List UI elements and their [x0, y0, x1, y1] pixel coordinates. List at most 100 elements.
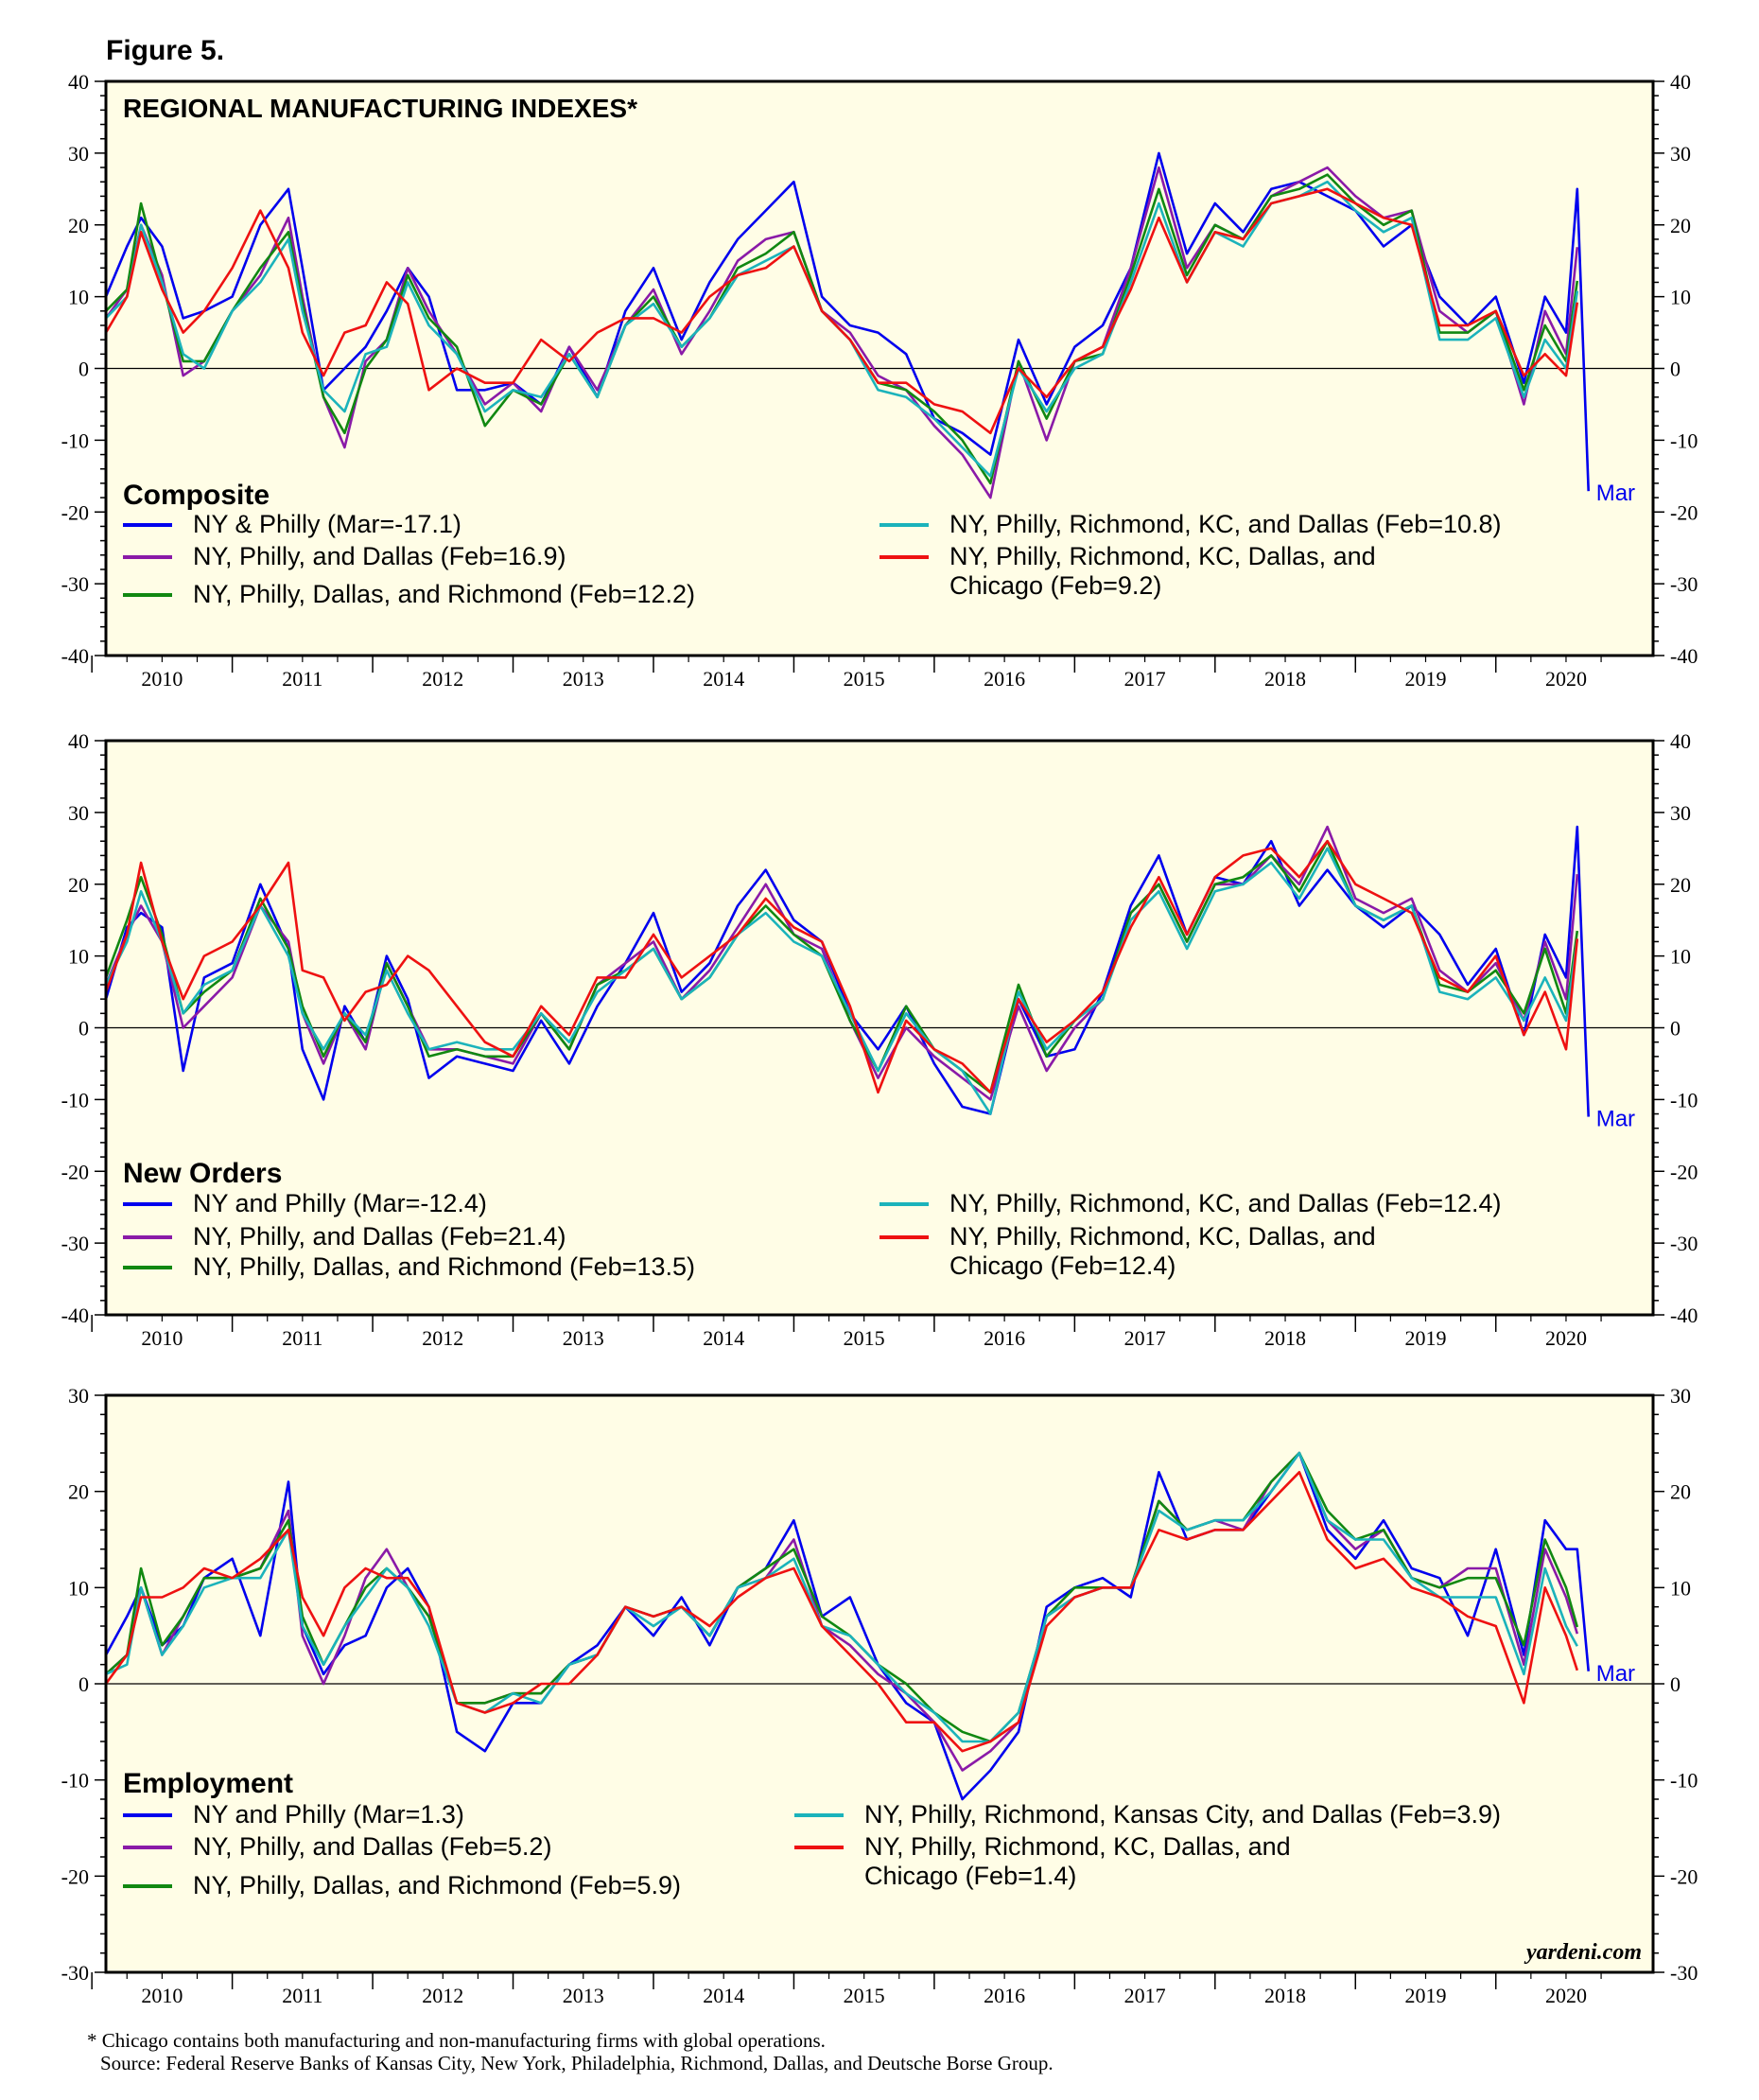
- x-tick-label: 2014: [703, 1326, 744, 1350]
- legend-label: NY, Philly, Dallas, and Richmond (Feb=13…: [193, 1252, 695, 1281]
- y-tick-label-right: -10: [1670, 429, 1698, 452]
- y-tick-label-right: -40: [1670, 1304, 1698, 1327]
- y-tick-label-right: -20: [1670, 1864, 1698, 1888]
- x-tick-label: 2020: [1545, 667, 1587, 691]
- x-tick-label: 2019: [1404, 1326, 1446, 1350]
- y-tick-label-right: 20: [1670, 214, 1691, 237]
- series-line-ny-philly-richmond-kc-and-dallas-feb-12-4: [104, 847, 1579, 1115]
- y-tick-label-right: -20: [1670, 500, 1698, 524]
- legend-label: NY, Philly, Richmond, KC, Dallas, and: [949, 1222, 1376, 1251]
- x-tick-label: 2016: [984, 667, 1025, 691]
- x-tick-label: 2017: [1124, 1326, 1166, 1350]
- y-tick-label-left: -40: [61, 1304, 89, 1327]
- y-tick-label-left: -20: [61, 500, 89, 524]
- legend-label: Chicago (Feb=9.2): [949, 571, 1161, 600]
- y-tick-label-left: 30: [68, 1384, 89, 1408]
- panel-title: New Orders: [123, 1158, 282, 1189]
- x-tick-label: 2012: [422, 667, 463, 691]
- source-note: Source: Federal Reserve Banks of Kansas …: [100, 2052, 1054, 2074]
- y-tick-label-right: 10: [1670, 945, 1691, 969]
- x-tick-label: 2013: [563, 1326, 604, 1350]
- y-tick-label-left: -10: [61, 429, 89, 452]
- main-title: REGIONAL MANUFACTURING INDEXES*: [123, 94, 637, 123]
- end-label: Mar: [1596, 1107, 1635, 1132]
- legend-label: NY and Philly (Mar=1.3): [193, 1800, 464, 1829]
- y-tick-label-left: 0: [78, 1672, 89, 1696]
- y-tick-label-right: 40: [1670, 729, 1691, 753]
- legend-label: NY, Philly, and Dallas (Feb=16.9): [193, 542, 566, 570]
- y-tick-label-right: 40: [1670, 70, 1691, 94]
- series-line-ny-philly-richmond-kc-dallas-and-chicago-feb-9-2: [104, 187, 1579, 435]
- footer: * Chicago contains both manufacturing an…: [87, 2029, 1054, 2074]
- x-tick-label: 2012: [422, 1326, 463, 1350]
- legend-label: NY & Philly (Mar=-17.1): [193, 510, 462, 538]
- x-tick-label: 2018: [1264, 667, 1306, 691]
- y-tick-label-right: -30: [1670, 572, 1698, 596]
- y-tick-label-left: -10: [61, 1088, 89, 1111]
- y-tick-label-right: 10: [1670, 1576, 1691, 1600]
- y-tick-label-right: -10: [1670, 1769, 1698, 1793]
- y-tick-label-left: -20: [61, 1864, 89, 1888]
- x-tick-label: 2013: [563, 1984, 604, 2007]
- y-tick-label-right: -10: [1670, 1088, 1698, 1111]
- x-tick-label: 2020: [1545, 1326, 1587, 1350]
- y-tick-label-right: 0: [1670, 358, 1681, 381]
- y-tick-label-left: 40: [68, 70, 89, 94]
- x-tick-label: 2011: [282, 667, 322, 691]
- x-tick-label: 2012: [422, 1984, 463, 2007]
- y-tick-label-left: 20: [68, 214, 89, 237]
- figure-title: Figure 5.: [106, 35, 224, 66]
- series-line-ny-philly-dallas-and-richmond-feb-5-9: [105, 1451, 1579, 1743]
- y-tick-label-left: -30: [61, 1961, 89, 1985]
- x-tick-label: 2015: [844, 1326, 885, 1350]
- x-tick-label: 2011: [282, 1984, 322, 2007]
- y-tick-label-right: 30: [1670, 801, 1691, 825]
- y-tick-label-right: -20: [1670, 1160, 1698, 1183]
- y-tick-label-right: -40: [1670, 644, 1698, 668]
- legend-label: NY, Philly, and Dallas (Feb=21.4): [193, 1222, 566, 1251]
- y-tick-label-left: 0: [78, 358, 89, 381]
- plot-frame: [104, 1393, 1655, 1974]
- y-tick-label-left: 40: [68, 729, 89, 753]
- y-tick-label-left: 10: [68, 286, 89, 309]
- legend-label: NY, Philly, Dallas, and Richmond (Feb=5.…: [193, 1871, 681, 1899]
- y-tick-label-left: -10: [61, 1769, 89, 1793]
- legend-label: Chicago (Feb=12.4): [949, 1251, 1176, 1280]
- y-tick-label-right: 30: [1670, 142, 1691, 166]
- x-tick-label: 2011: [282, 1326, 322, 1350]
- y-tick-label-right: 10: [1670, 286, 1691, 309]
- x-tick-label: 2014: [703, 667, 744, 691]
- x-tick-label: 2016: [984, 1984, 1025, 2007]
- plot-frame: [104, 739, 1655, 1317]
- legend-label: Chicago (Feb=1.4): [864, 1862, 1076, 1890]
- end-label: Mar: [1596, 481, 1635, 506]
- x-tick-label: 2019: [1404, 667, 1446, 691]
- y-tick-label-right: 20: [1670, 1480, 1691, 1504]
- series-line-ny-philly-richmond-kc-dallas-and-chicago-feb-12-4: [104, 839, 1579, 1094]
- x-tick-label: 2015: [844, 1984, 885, 2007]
- y-tick-label-left: -30: [61, 572, 89, 596]
- series-line-ny-philly-richmond-kc-dallas-and-chicago-feb-1-4: [104, 1471, 1579, 1753]
- legend-label: NY, Philly, and Dallas (Feb=5.2): [193, 1832, 551, 1861]
- legend-label: NY, Philly, Richmond, KC, Dallas, and: [864, 1832, 1291, 1861]
- x-tick-label: 2017: [1124, 667, 1166, 691]
- x-tick-label: 2020: [1545, 1984, 1587, 2007]
- y-tick-label-left: 0: [78, 1017, 89, 1041]
- y-tick-label-right: 20: [1670, 873, 1691, 897]
- y-tick-label-right: -30: [1670, 1961, 1698, 1985]
- legend-label: NY, Philly, Richmond, Kansas City, and D…: [864, 1800, 1501, 1829]
- y-tick-label-left: 20: [68, 873, 89, 897]
- x-tick-label: 2017: [1124, 1984, 1166, 2007]
- legend-label: NY and Philly (Mar=-12.4): [193, 1189, 487, 1217]
- x-tick-label: 2016: [984, 1326, 1025, 1350]
- y-tick-label-left: 10: [68, 1576, 89, 1600]
- x-tick-label: 2010: [141, 667, 183, 691]
- y-tick-label-left: 10: [68, 945, 89, 969]
- y-tick-label-left: -40: [61, 644, 89, 668]
- series-line-ny-philly-richmond-kansas-city-and-dallas-feb-3-9: [105, 1451, 1578, 1743]
- y-tick-label-left: 20: [68, 1480, 89, 1504]
